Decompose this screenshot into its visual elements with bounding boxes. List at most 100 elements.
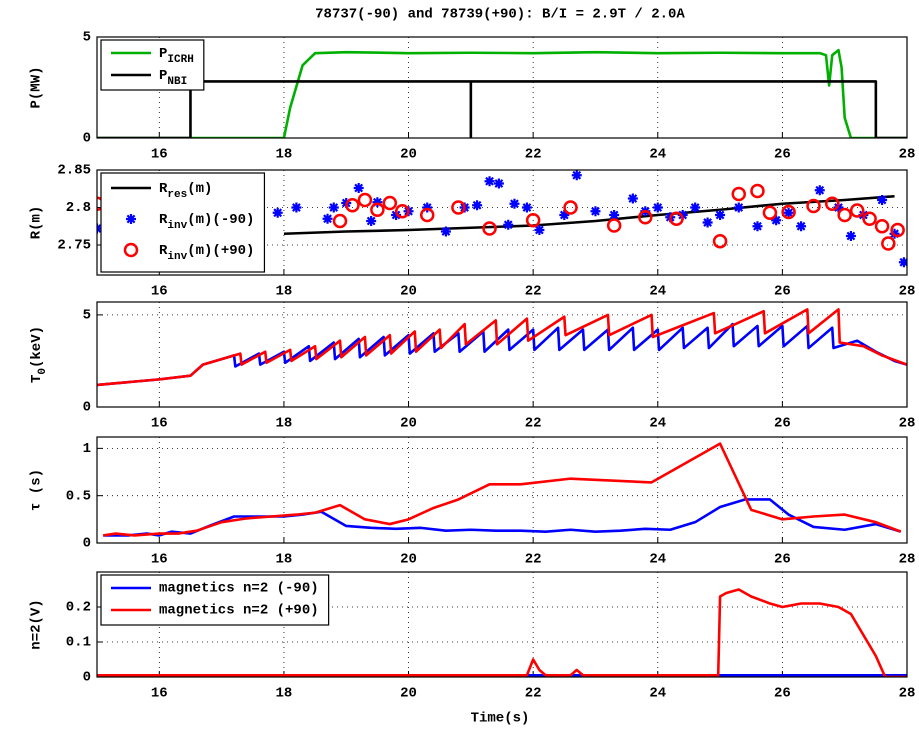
marker-asterisk — [752, 221, 763, 232]
marker-circle — [482, 221, 497, 236]
marker-asterisk — [627, 193, 638, 204]
axes-frame — [96, 571, 908, 678]
marker-circle — [806, 198, 821, 214]
marker-circle — [881, 236, 896, 251]
x-tick-label: 16 — [151, 416, 168, 432]
legend-label: magnetics n=2 (+90) — [159, 603, 319, 619]
marker-asterisk — [328, 202, 339, 213]
x-axis-label: Time(s) — [471, 711, 530, 727]
x-tick-label: 20 — [400, 147, 417, 163]
plot-area — [97, 302, 907, 407]
marker-asterisk — [126, 214, 136, 224]
series-layer — [97, 170, 907, 268]
x-tick-label: 24 — [649, 284, 666, 300]
axes-frame — [96, 301, 908, 408]
marker-circle — [382, 195, 398, 211]
marker-asterisk — [733, 202, 744, 213]
legend-label: PNBI — [159, 68, 187, 88]
x-tick-label: 28 — [899, 416, 916, 432]
marker-circle — [712, 234, 728, 249]
marker-asterisk — [690, 202, 701, 213]
x-tick-label: 28 — [899, 686, 916, 702]
series-layer — [97, 588, 907, 677]
marker-circle — [563, 200, 578, 215]
marker-asterisk — [715, 210, 726, 220]
x-tick-label: 20 — [400, 686, 417, 702]
x-tick-label: 24 — [649, 552, 666, 568]
marker-asterisk — [771, 215, 782, 226]
marker-circle — [370, 202, 385, 217]
marker-circle — [874, 219, 890, 234]
x-tick-label: 22 — [525, 147, 542, 163]
marker-circle — [762, 205, 778, 220]
marker-asterisk — [814, 185, 825, 196]
marker-asterisk — [702, 217, 713, 228]
marker-asterisk — [291, 202, 302, 213]
y-axis-label: τ (s) — [29, 469, 45, 511]
legend-box — [100, 39, 205, 91]
legend-label: Rres(m) — [159, 181, 212, 201]
marker-circle — [669, 211, 684, 226]
y-axis-label: R(m) — [29, 206, 45, 240]
x-tick-label: 16 — [151, 284, 168, 300]
legend-label: Rinv(m)(-90) — [159, 212, 254, 232]
marker-asterisk — [521, 202, 532, 213]
marker-circle — [824, 196, 840, 211]
axes-frame — [96, 36, 908, 139]
legend-label-part: inv — [167, 220, 187, 232]
legend-label: PICRH — [159, 46, 194, 66]
axes-frame — [96, 436, 908, 544]
marker-asterisk — [422, 202, 433, 213]
x-tick-label: 16 — [151, 686, 168, 702]
legend-label-part: R — [159, 212, 168, 228]
x-tick-label: 22 — [525, 552, 542, 568]
marker-circle — [419, 207, 435, 223]
y-axis-label-part: (keV) — [29, 326, 45, 368]
marker-circle — [606, 218, 622, 233]
marker-circle — [638, 210, 653, 225]
marker-asterisk — [783, 207, 794, 218]
x-tick-label: 22 — [525, 416, 542, 432]
y-axis-label-part: 0 — [37, 368, 49, 375]
y-axis-label: T0(keV) — [29, 326, 49, 383]
marker-asterisk — [503, 219, 514, 230]
y-tick-label: 0.1 — [66, 635, 91, 651]
legend: Rres(m)Rinv(m)(-90)Rinv(m)(+90) — [100, 172, 266, 273]
x-tick-label: 18 — [276, 686, 293, 702]
marker-asterisk — [590, 206, 601, 217]
y-tick-label: 0.2 — [66, 600, 91, 616]
x-tick-label: 26 — [774, 147, 791, 163]
legend-box — [100, 574, 330, 626]
plot-area — [97, 437, 907, 543]
marker-asterisk — [898, 257, 907, 268]
series-line — [103, 442, 902, 537]
axes-frame — [96, 169, 908, 276]
series-line — [97, 80, 907, 138]
marker-circle — [525, 213, 541, 228]
y-tick-label: 2.8 — [66, 200, 91, 216]
marker-asterisk — [833, 202, 844, 213]
legend-label-part: P — [159, 68, 167, 84]
series-line — [97, 322, 907, 387]
marker-circle — [332, 213, 348, 229]
series-line — [97, 308, 907, 387]
y-tick-label: 5 — [83, 308, 91, 324]
y-tick-label: 1 — [83, 441, 91, 457]
marker-circle — [395, 204, 410, 219]
x-tick-label: 26 — [774, 552, 791, 568]
marker-circle — [862, 211, 877, 226]
legend-label-part: (m)(-90) — [187, 212, 254, 228]
y-tick-label: 2.75 — [57, 238, 91, 254]
marker-asterisk — [372, 197, 383, 208]
y-tick-label: 0.5 — [66, 488, 91, 504]
legend-label-part: P — [159, 46, 167, 62]
series-layer — [103, 442, 902, 537]
marker-asterisk — [484, 176, 495, 187]
x-tick-label: 28 — [899, 284, 916, 300]
series-layer — [97, 48, 907, 138]
legend-label-part: (m) — [187, 181, 212, 197]
marker-asterisk — [391, 210, 402, 220]
marker-circle — [451, 200, 466, 215]
legend-label-part: ICRH — [167, 54, 193, 66]
